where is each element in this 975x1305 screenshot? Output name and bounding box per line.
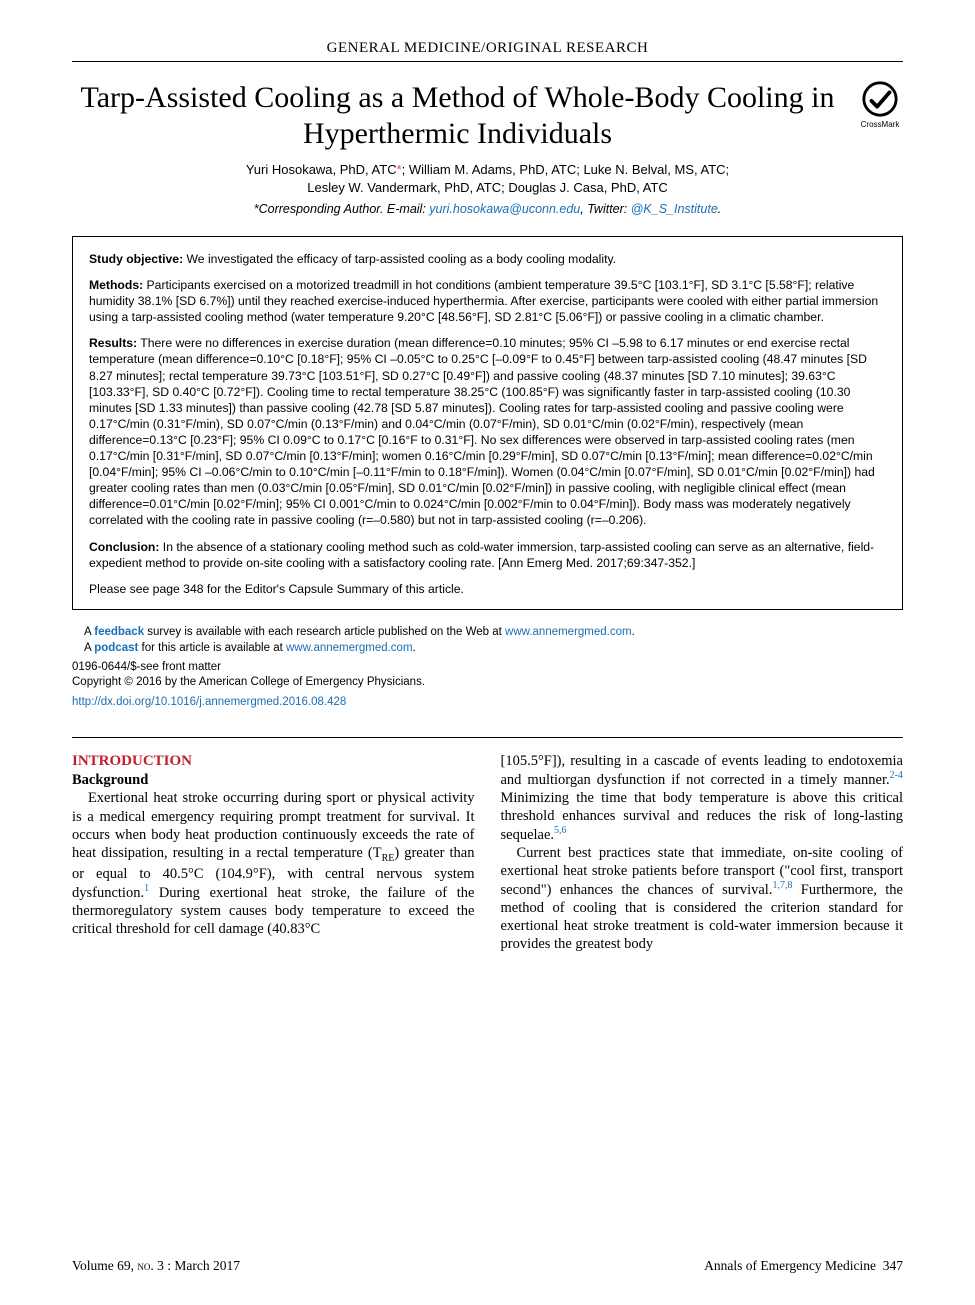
corresponding-author: *Corresponding Author. E-mail: yuri.hoso…	[72, 201, 903, 218]
issue-date: March 2017	[174, 1258, 240, 1273]
copyright-line: Copyright © 2016 by the American College…	[72, 675, 903, 691]
corr-period: .	[718, 202, 721, 216]
intro-paragraph-1-cont: [105.5°F]), resulting in a cascade of ev…	[501, 752, 904, 844]
abstract-results: Results: There were no differences in ex…	[89, 335, 886, 528]
objective-text: We investigated the efficacy of tarp-ass…	[183, 252, 616, 266]
issue-num: 3 :	[157, 1258, 174, 1273]
results-label: Results:	[89, 336, 137, 350]
methods-label: Methods:	[89, 278, 143, 292]
abstract-conclusion: Conclusion: In the absence of a stationa…	[89, 539, 886, 571]
body-columns: INTRODUCTION Background Exertional heat …	[72, 752, 903, 1251]
corr-prefix: *Corresponding Author. E-mail:	[254, 202, 430, 216]
crossmark-label: CrossMark	[861, 120, 900, 129]
methods-text: Participants exercised on a motorized tr…	[89, 278, 878, 324]
period: .	[632, 626, 635, 638]
objective-label: Study objective:	[89, 252, 183, 266]
intro-paragraph-2: Current best practices state that immedi…	[501, 844, 904, 954]
doi-link[interactable]: http://dx.doi.org/10.1016/j.annemergmed.…	[72, 696, 346, 708]
capsule-note: Please see page 348 for the Editor's Cap…	[89, 581, 886, 597]
column-left: INTRODUCTION Background Exertional heat …	[72, 752, 475, 1251]
results-text: There were no differences in exercise du…	[89, 336, 875, 527]
feedback-url[interactable]: www.annemergmed.com	[505, 626, 632, 638]
column-right: [105.5°F]), resulting in a cascade of ev…	[501, 752, 904, 1251]
supplementary-links: A feedback survey is available with each…	[84, 624, 903, 656]
corr-mid: , Twitter:	[580, 202, 630, 216]
journal-name: Annals of Emergency Medicine	[704, 1258, 876, 1273]
corr-star-icon: *	[397, 162, 402, 177]
period: .	[413, 642, 416, 654]
feedback-line: A feedback survey is available with each…	[84, 624, 903, 640]
conclusion-text: In the absence of a stationary cooling m…	[89, 540, 874, 570]
corr-twitter-link[interactable]: @K_S_Institute	[631, 202, 718, 216]
podcast-pre: A	[84, 642, 94, 654]
crossmark-icon	[861, 80, 899, 118]
issn-line: 0196-0644/$-see front matter	[72, 660, 903, 676]
podcast-link[interactable]: podcast	[94, 642, 138, 654]
abstract-objective: Study objective: We investigated the eff…	[89, 251, 886, 267]
podcast-line: A podcast for this article is available …	[84, 640, 903, 656]
vol-num: 69,	[117, 1258, 137, 1273]
conclusion-label: Conclusion:	[89, 540, 159, 554]
feedback-pre: A	[84, 626, 94, 638]
tre-subscript: RE	[382, 853, 395, 864]
crossmark-badge[interactable]: CrossMark	[857, 80, 903, 131]
ref-5-6[interactable]: 5,6	[554, 825, 567, 836]
page-footer: Volume 69, no. 3 : March 2017 Annals of …	[72, 1251, 903, 1275]
abstract-box: Study objective: We investigated the eff…	[72, 236, 903, 610]
intro-paragraph-1: Exertional heat stroke occurring during …	[72, 789, 475, 938]
authors-line-2: Lesley W. Vandermark, PhD, ATC; Douglas …	[307, 180, 668, 195]
footer-left: Volume 69, no. 3 : March 2017	[72, 1257, 240, 1275]
feedback-link[interactable]: feedback	[94, 626, 144, 638]
p1-cont-a: [105.5°F]), resulting in a cascade of ev…	[501, 753, 904, 788]
section-rule	[72, 737, 903, 738]
podcast-post: for this article is available at	[138, 642, 286, 654]
intro-heading: INTRODUCTION	[72, 752, 475, 771]
author-list: Yuri Hosokawa, PhD, ATC*; William M. Ada…	[72, 161, 903, 196]
copyright-block: 0196-0644/$-see front matter Copyright ©…	[72, 660, 903, 691]
vol-pre: Volume	[72, 1258, 117, 1273]
section-header: GENERAL MEDICINE/ORIGINAL RESEARCH	[72, 38, 903, 62]
page-number: 347	[883, 1258, 903, 1273]
article-title: Tarp-Assisted Cooling as a Method of Who…	[72, 80, 843, 151]
doi-block: http://dx.doi.org/10.1016/j.annemergmed.…	[72, 695, 903, 711]
abstract-methods: Methods: Participants exercised on a mot…	[89, 277, 886, 325]
ref-1-7-8[interactable]: 1,7,8	[772, 880, 792, 891]
corr-email-link[interactable]: yuri.hosokawa@uconn.edu	[429, 202, 580, 216]
authors-line-1: Yuri Hosokawa, PhD, ATC*; William M. Ada…	[246, 162, 729, 177]
no-label: no.	[137, 1258, 157, 1273]
footer-right: Annals of Emergency Medicine 347	[704, 1257, 903, 1275]
background-heading: Background	[72, 771, 475, 789]
ref-2-4[interactable]: 2-4	[890, 770, 903, 781]
podcast-url[interactable]: www.annemergmed.com	[286, 642, 413, 654]
feedback-post: survey is available with each research a…	[144, 626, 505, 638]
